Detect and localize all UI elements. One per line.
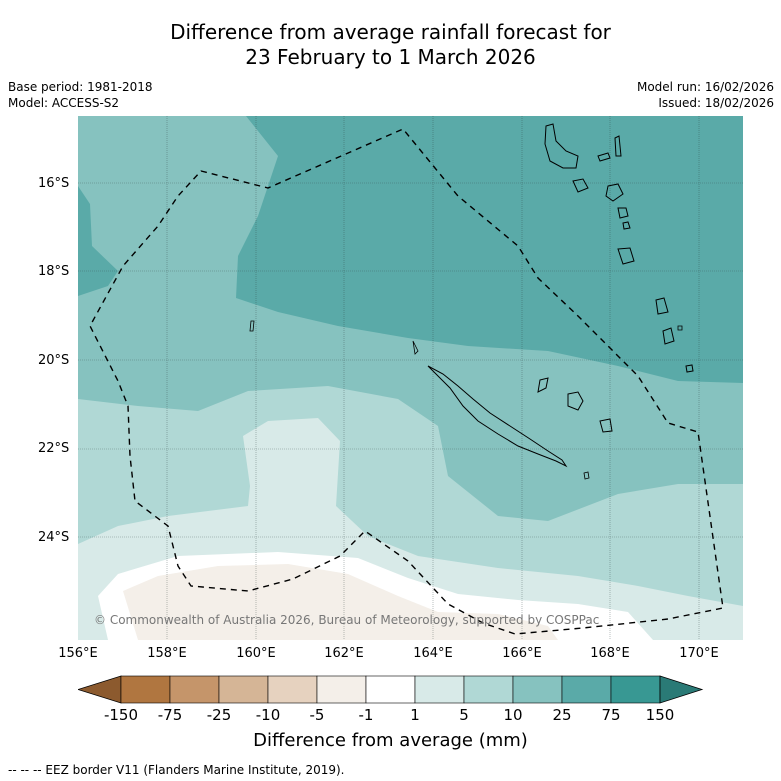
colorbar-tick-label: 150 [645,706,675,724]
vanuatu-espiritu-santo [544,123,579,169]
model-run: Model run: 16/02/2026 [636,80,774,94]
lon-label-162e: 162°E [324,646,364,661]
lat-label-20s: 20°S [38,353,70,368]
colorbar-segment [610,675,661,704]
lon-label-158e: 158°E [147,646,187,661]
new-caledonia-island [427,365,568,468]
colorbar-tick-label: -150 [103,706,139,724]
vanuatu-epi [617,207,629,219]
eez-border [89,128,724,635]
colorbar-tick-label: -75 [157,706,183,724]
band-25-75-west [78,186,118,296]
loyalty-island-3 [599,418,613,433]
colorbar [76,675,705,704]
copyright-notice: © Commonwealth of Australia 2026, Bureau… [94,613,600,627]
lat-label-22s: 22°S [38,441,70,456]
colorbar-segment [267,675,318,704]
colorbar-tick-label: 75 [601,706,621,724]
colorbar-segment [561,675,612,704]
eez-legend: -- -- -- EEZ border V11 (Flanders Marine… [8,763,345,777]
vanuatu-malekula [572,178,589,193]
base-period: Base period: 1981-2018 [8,80,153,94]
lat-label-16s: 16°S [38,176,70,191]
issued-date: Issued: 18/02/2026 [658,96,774,110]
loyalty-island-2 [567,391,584,411]
lon-label-160e: 160°E [236,646,276,661]
lat-label-24s: 24°S [38,530,70,545]
colorbar-tick-label: -10 [255,706,281,724]
colorbar-segment [120,675,171,704]
vanuatu-ambrym [605,183,624,202]
colorbar-segment [414,675,465,704]
lon-label-170e: 170°E [679,646,719,661]
meta-right: Model run: 16/02/2026 Issued: 18/02/2026 [637,79,774,111]
lon-label-156e: 156°E [58,646,98,661]
colorbar-segment [169,675,220,704]
colorbar-tick-label: 10 [503,706,523,724]
colorbar-extend-high [659,675,704,704]
vanuatu-maewo [614,135,622,157]
islet [412,340,419,355]
lon-label-166e: 166°E [502,646,542,661]
colorbar-segments [76,675,704,704]
graticule [78,116,743,640]
colorbar-tick-label: 1 [410,706,420,724]
meta-left: Base period: 1981-2018 Model: ACCESS-S2 [8,79,153,111]
map-title: Difference from average rainfall forecas… [0,20,781,70]
walpole-island [583,471,590,480]
rainfall-map[interactable]: © Commonwealth of Australia 2026, Bureau… [78,116,743,640]
vanuatu-erromango [655,297,669,315]
model-name: Model: ACCESS-S2 [8,96,120,110]
chesterfield-islet [249,320,255,332]
lat-label-18s: 18°S [38,264,70,279]
colorbar-segment [512,675,563,704]
loyalty-island-1 [537,377,549,393]
vanuatu-tanna [662,327,675,345]
colorbar-tick-label: 25 [552,706,572,724]
vanuatu-aneityum [685,364,694,373]
colorbar-segment [316,675,367,704]
colorbar-segment [218,675,269,704]
band-minus5-minus1 [123,564,558,640]
vanuatu-islet-2 [622,221,631,230]
title-line-2: 23 February to 1 March 2026 [245,45,536,69]
colorbar-tick-label: -5 [309,706,325,724]
lon-label-164e: 164°E [413,646,453,661]
map-canvas [78,116,743,640]
vanuatu-islet [597,152,611,162]
islet-small [677,325,683,331]
title-line-1: Difference from average rainfall forecas… [170,20,611,44]
colorbar-tick-label: -1 [358,706,374,724]
colorbar-label: Difference from average (mm) [253,730,528,751]
colorbar-segment [463,675,514,704]
colorbar-tick-label: 5 [459,706,469,724]
vanuatu-efate [617,247,635,265]
colorbar-tick-label: -25 [206,706,232,724]
lon-label-168e: 168°E [590,646,630,661]
colorbar-extend-low [76,675,122,704]
colorbar-svg [76,675,704,704]
colorbar-segment [365,675,416,704]
